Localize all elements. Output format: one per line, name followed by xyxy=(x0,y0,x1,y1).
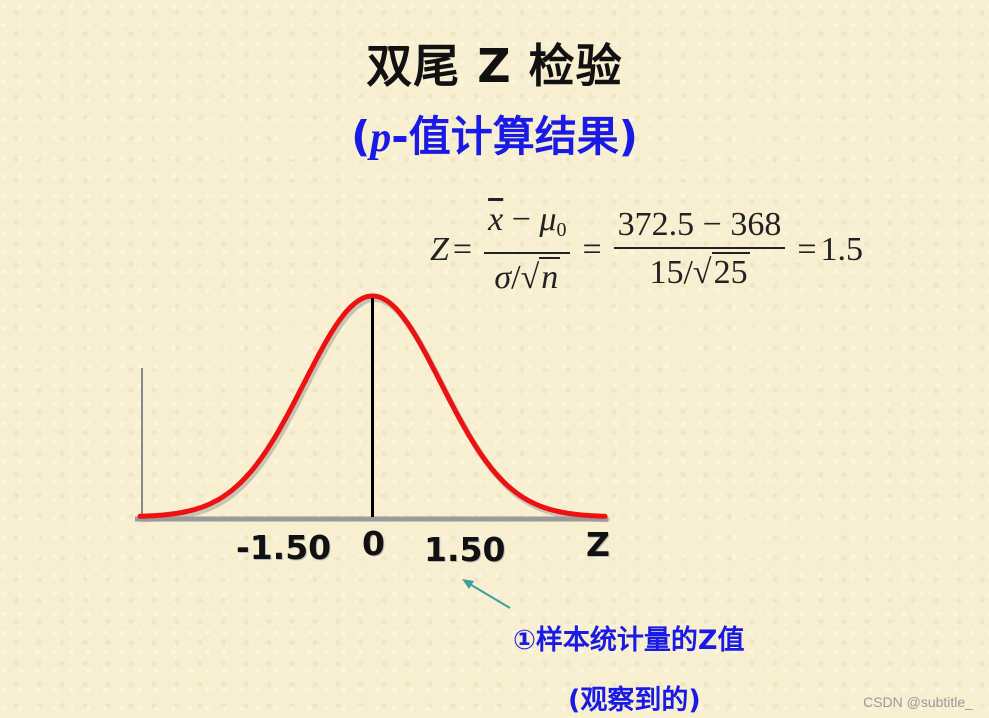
normal-curve-shadow xyxy=(139,295,610,523)
formula-numeric-fraction: 372.5 − 368 15/√25 xyxy=(613,205,786,295)
annotation-arrow xyxy=(467,582,511,609)
page-subtitle: (p-值计算结果) xyxy=(0,103,989,164)
tick-label-zero: 0 xyxy=(362,524,385,563)
minus-sign: − xyxy=(511,201,531,238)
subtitle-text: -值计算结果 xyxy=(391,112,619,161)
sqrt-25: √25 xyxy=(693,251,750,295)
formula-symbolic-fraction: x − μ0 σ/√n xyxy=(484,200,571,300)
formula-equals-1: = xyxy=(452,231,473,268)
annotation-line-2: (观察到的) xyxy=(568,685,701,716)
sigma-value: 15 xyxy=(649,254,684,291)
mu-symbol: μ xyxy=(539,201,557,238)
slash: / xyxy=(511,259,521,296)
formula-frac2-denominator: 15/√25 xyxy=(645,249,753,295)
formula-frac1-numerator: x − μ0 xyxy=(484,200,571,254)
formula-frac1-denominator: σ/√n xyxy=(490,254,564,300)
sample-mean-symbol: x xyxy=(488,201,504,238)
formula-result: 1.5 xyxy=(820,231,864,268)
radicand-25: 25 xyxy=(711,252,750,291)
page-title: 双尾 Z 检验 xyxy=(366,39,623,93)
watermark: CSDN @subtitle_ xyxy=(863,694,973,710)
tick-label-pos-1-50: 1.50 xyxy=(424,530,506,569)
annotation-arrow-head xyxy=(462,579,474,589)
sigma-symbol: σ xyxy=(494,259,512,296)
formula-frac2-numerator: 372.5 − 368 xyxy=(613,205,786,249)
formula-equals-3: = xyxy=(797,231,817,268)
subtitle-p-variable: p xyxy=(370,115,392,161)
n-symbol: n xyxy=(539,257,561,296)
formula-lhs: Z xyxy=(430,231,449,268)
formula-equals-2: = xyxy=(582,231,602,268)
mu-subscript: 0 xyxy=(556,219,567,241)
axis-label-z: Z xyxy=(586,525,610,564)
slash-2: / xyxy=(683,254,693,291)
sqrt-symbol: √ xyxy=(520,259,540,296)
subtitle-open: ( xyxy=(351,112,371,161)
normal-curve xyxy=(137,293,608,519)
sqrt-symbol-2: √ xyxy=(692,254,712,291)
z-formula: Z = x − μ0 σ/√n = 372.5 − 368 15/√25 = 1… xyxy=(430,200,863,300)
tick-label-neg-1-50: -1.50 xyxy=(236,528,332,567)
annotation-line-1: ①样本统计量的Z值 xyxy=(513,625,745,656)
subtitle-close: ) xyxy=(618,112,638,161)
sqrt-n: √n xyxy=(521,256,561,300)
